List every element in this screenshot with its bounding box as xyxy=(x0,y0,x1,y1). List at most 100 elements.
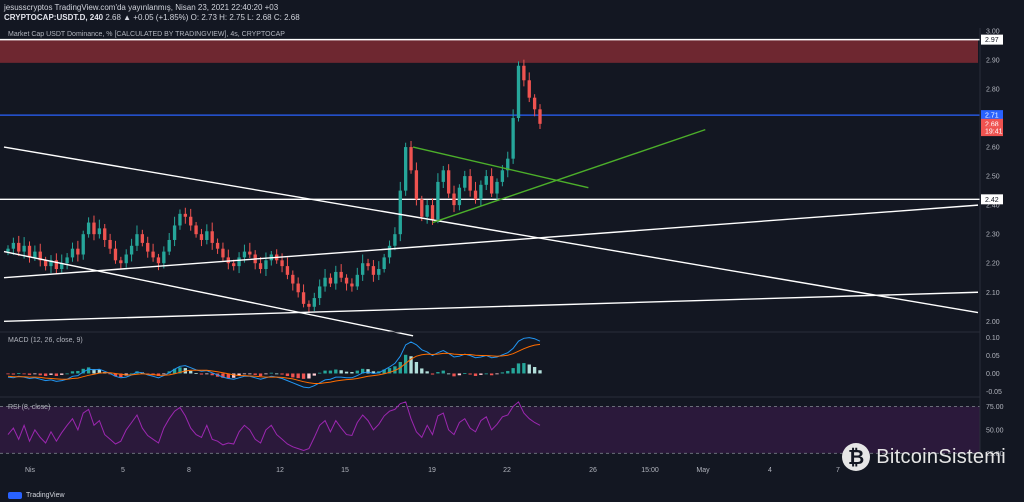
candle xyxy=(6,248,10,252)
candle xyxy=(81,234,85,255)
price-label-badge xyxy=(981,126,1003,137)
candle xyxy=(70,248,75,258)
candle xyxy=(27,245,32,258)
price-label-text: 2.97 xyxy=(985,37,999,44)
macd-histogram-bar xyxy=(409,356,413,374)
macd-histogram-bar xyxy=(81,368,85,374)
candle xyxy=(495,181,499,194)
candle xyxy=(371,266,376,275)
candle xyxy=(65,257,69,264)
candle xyxy=(323,277,327,287)
time-tick-label: 15 xyxy=(341,467,349,474)
candle xyxy=(334,271,338,284)
macd-histogram-bar xyxy=(17,373,21,374)
candle xyxy=(425,205,429,217)
macd-histogram-bar xyxy=(495,373,499,375)
macd-histogram-bar xyxy=(253,373,257,375)
chart-title: Market Cap USDT Dominance, % [CALCULATED… xyxy=(8,31,285,38)
macd-histogram-bar xyxy=(6,373,10,375)
macd-histogram-bar xyxy=(393,366,397,374)
price-tick-label: 2.40 xyxy=(986,203,1000,210)
macd-histogram-bar xyxy=(430,373,435,375)
symbol-name[interactable]: CRYPTOCAP:USDT.D, 240 xyxy=(4,13,104,22)
ascending-line-bottom xyxy=(3,291,979,322)
time-tick-label: 4 xyxy=(768,467,772,474)
candle xyxy=(361,263,365,275)
macd-histogram-bar xyxy=(334,369,338,374)
candle xyxy=(318,286,322,299)
candle xyxy=(489,176,494,194)
candle xyxy=(151,251,155,258)
macd-histogram-bar xyxy=(70,371,75,374)
axes: 3.002.902.802.702.602.502.402.302.202.10… xyxy=(0,28,1004,474)
candle xyxy=(129,245,134,255)
candle xyxy=(33,251,37,258)
macd-histogram-bar xyxy=(269,372,273,374)
candle xyxy=(108,239,112,249)
macd-histogram-bar xyxy=(76,370,80,374)
macd-histogram-bar xyxy=(473,373,478,376)
macd-histogram-bar xyxy=(38,373,42,376)
macd-histogram-bar xyxy=(33,373,37,375)
macd-histogram-bar xyxy=(27,373,32,375)
candle xyxy=(199,234,204,240)
candle xyxy=(49,260,53,267)
macd-histogram-bar xyxy=(226,373,230,379)
macd-histogram-bar xyxy=(199,373,204,375)
candle xyxy=(532,97,537,110)
candle xyxy=(291,274,295,284)
macd-histogram-bar xyxy=(221,373,225,378)
macd-tick-label: 0.10 xyxy=(986,335,1000,342)
candle xyxy=(38,251,42,261)
candle xyxy=(344,277,349,284)
price-tick-label: 2.60 xyxy=(986,145,1000,152)
candle xyxy=(479,184,483,200)
candle xyxy=(86,222,91,235)
candle xyxy=(135,234,139,246)
time-tick-label: Nis xyxy=(25,467,36,474)
candle xyxy=(194,225,198,235)
macd-histogram-bar xyxy=(43,373,48,376)
macd-histogram-bar xyxy=(307,373,311,379)
resistance-zone xyxy=(0,39,978,63)
macd-histogram-bar xyxy=(366,369,370,374)
macd-histogram-bar xyxy=(516,363,521,374)
time-tick-label: 8 xyxy=(187,467,191,474)
candle xyxy=(140,234,145,243)
price-label-text: 2.71 xyxy=(985,113,999,120)
candle xyxy=(210,231,214,243)
macd-histogram-bar xyxy=(237,373,241,376)
macd-histogram-bar xyxy=(420,368,424,374)
candle xyxy=(473,190,478,200)
candle xyxy=(355,274,359,287)
tradingview-logo[interactable]: TradingView xyxy=(8,492,65,499)
candle xyxy=(393,234,397,246)
candle xyxy=(183,213,187,217)
candle xyxy=(189,216,193,226)
macd-histogram-bar xyxy=(86,367,91,374)
triangle-lower xyxy=(432,128,706,224)
candle xyxy=(452,193,456,206)
macd-histogram-bar xyxy=(210,373,214,376)
rsi-tick-label: 25.00 xyxy=(986,451,1004,458)
rsi-line xyxy=(7,401,541,452)
macd-histogram-bar xyxy=(532,367,537,374)
candle xyxy=(441,170,445,182)
macd-histogram-bar xyxy=(172,368,177,374)
candle xyxy=(17,242,21,252)
time-tick-label: 15:00 xyxy=(641,467,659,474)
candle xyxy=(387,245,392,258)
macd-histogram-bar xyxy=(511,368,515,374)
candle xyxy=(500,170,505,182)
time-tick-label: 7 xyxy=(836,467,840,474)
macd-histogram-bar xyxy=(92,369,96,374)
macd-tick-label: 0.05 xyxy=(986,353,1000,360)
macd-histogram-bar xyxy=(189,370,193,374)
macd-histogram-bar xyxy=(194,373,198,374)
rsi-tick-label: 75.00 xyxy=(986,404,1004,411)
candle xyxy=(22,245,26,252)
price-tick-label: 2.20 xyxy=(986,261,1000,268)
candle xyxy=(124,254,128,264)
